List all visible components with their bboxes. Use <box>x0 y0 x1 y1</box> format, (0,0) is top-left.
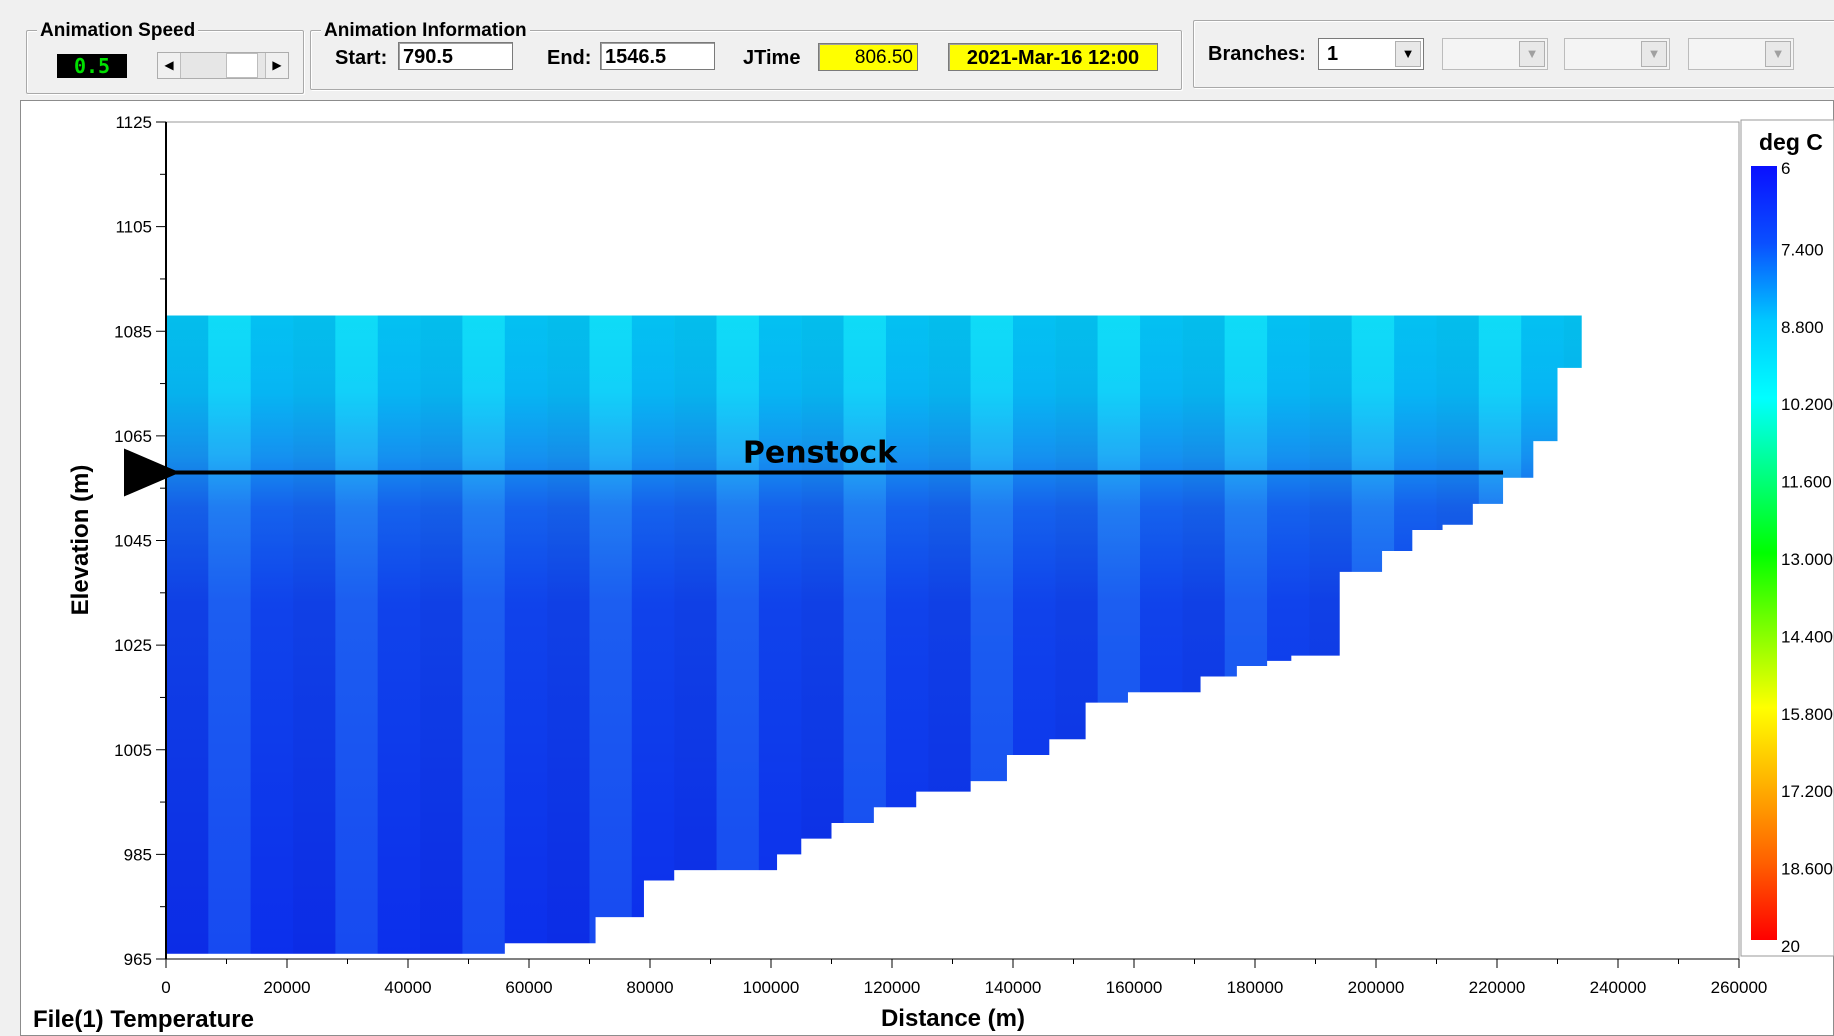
heatmap-cell-column <box>335 315 378 954</box>
x-tick-label: 60000 <box>505 978 552 997</box>
branch-select-3[interactable]: ▼ <box>1564 38 1670 70</box>
colorbar-label: 14.400 <box>1781 627 1833 646</box>
x-tick-label: 200000 <box>1348 978 1405 997</box>
heatmap-cell-column <box>631 315 675 954</box>
chevron-down-icon[interactable]: ▼ <box>1395 41 1421 67</box>
colorbar-label: 17.200 <box>1781 782 1833 801</box>
colorbar-label: 6 <box>1781 159 1790 178</box>
heatmap-cell-column <box>377 315 421 954</box>
x-tick-label: 260000 <box>1711 978 1768 997</box>
chevron-down-icon[interactable]: ▼ <box>1641 41 1667 67</box>
y-tick-label: 1085 <box>114 322 152 341</box>
speed-decrease-button[interactable]: ◀ <box>158 53 181 78</box>
penstock-label: Penstock <box>743 435 898 470</box>
x-tick-label: 160000 <box>1106 978 1163 997</box>
y-tick-label: 1025 <box>114 636 152 655</box>
heatmap-cell-column <box>674 315 717 954</box>
colorbar-unit: deg C <box>1759 129 1823 155</box>
x-tick-label: 240000 <box>1590 978 1647 997</box>
animation-speed-scrollbar[interactable]: ◀ ▶ <box>157 52 289 79</box>
heatmap-cell-column <box>208 315 251 954</box>
y-tick-label: 1005 <box>114 741 152 760</box>
x-tick-label: 140000 <box>985 978 1042 997</box>
animation-info-label: Animation Information <box>321 21 530 41</box>
y-tick-label: 1045 <box>114 532 152 551</box>
animation-speed-label: Animation Speed <box>37 21 199 41</box>
animation-speed-display: 0.5 <box>57 54 127 78</box>
colorbar-label: 10.200 <box>1781 395 1833 414</box>
branches-label: Branches: <box>1208 43 1306 65</box>
colorbar-label: 15.800 <box>1781 705 1833 724</box>
y-tick-label: 965 <box>124 950 152 969</box>
chevron-down-icon[interactable]: ▼ <box>1765 41 1791 67</box>
colorbar-label: 11.600 <box>1781 473 1832 492</box>
heatmap-cell-column <box>293 315 336 954</box>
jtime-display: 806.50 <box>818 43 918 71</box>
x-tick-label: 180000 <box>1227 978 1284 997</box>
heatmap-cell-column <box>250 315 294 954</box>
start-input[interactable]: 790.5 <box>398 42 513 70</box>
colorbar-label: 8.800 <box>1781 318 1824 337</box>
x-tick-label: 80000 <box>626 978 673 997</box>
x-tick-label: 40000 <box>384 978 431 997</box>
y-tick-label: 1105 <box>115 218 152 237</box>
x-tick-label: 100000 <box>743 978 800 997</box>
colorbar-label: 7.400 <box>1781 240 1824 259</box>
x-axis-title: Distance (m) <box>881 1005 1025 1032</box>
heatmap-cell-column <box>547 315 590 954</box>
animation-speed-group: Animation Speed <box>26 21 304 94</box>
branch-select-2[interactable]: ▼ <box>1442 38 1548 70</box>
y-tick-label: 1125 <box>115 113 152 132</box>
branch-select-1-value: 1 <box>1327 43 1339 65</box>
water-body-heatmap <box>166 315 1582 954</box>
y-tick-label: 985 <box>124 845 152 864</box>
heatmap-cell-column <box>462 315 505 954</box>
speed-increase-button[interactable]: ▶ <box>265 53 288 78</box>
colorbar-label: 13.000 <box>1781 550 1833 569</box>
colorbar-gradient <box>1751 166 1777 940</box>
x-tick-label: 220000 <box>1469 978 1526 997</box>
x-tick-label: 0 <box>161 978 170 997</box>
chevron-down-icon[interactable]: ▼ <box>1519 41 1545 67</box>
colorbar-label: 20 <box>1781 937 1800 956</box>
heatmap-cell-column <box>589 315 632 954</box>
y-axis-title: Elevation (m) <box>67 465 94 616</box>
heatmap-cell-column <box>420 315 463 954</box>
branch-select-1[interactable]: 1 ▼ <box>1318 38 1424 70</box>
x-tick-label: 20000 <box>263 978 310 997</box>
heatmap-cell-column <box>504 315 548 954</box>
jtime-label: JTime <box>743 47 801 69</box>
date-display: 2021-Mar-16 12:00 <box>948 43 1158 71</box>
x-tick-label: 120000 <box>864 978 921 997</box>
start-label: Start: <box>335 47 388 69</box>
branch-select-4[interactable]: ▼ <box>1688 38 1794 70</box>
colorbar-label: 18.600 <box>1781 860 1833 879</box>
y-tick-label: 1065 <box>114 427 152 446</box>
heatmap-cell-column <box>758 315 802 954</box>
end-label: End: <box>547 47 592 69</box>
end-input[interactable]: 1546.5 <box>600 42 715 70</box>
speed-scroll-thumb[interactable] <box>226 53 258 78</box>
file-label: File(1) Temperature <box>33 1006 254 1033</box>
heatmap-cell-column <box>716 315 759 954</box>
branches-group <box>1193 20 1834 88</box>
animation-info-group: Animation Information <box>310 21 1182 90</box>
heatmap-cell-column <box>166 315 209 954</box>
